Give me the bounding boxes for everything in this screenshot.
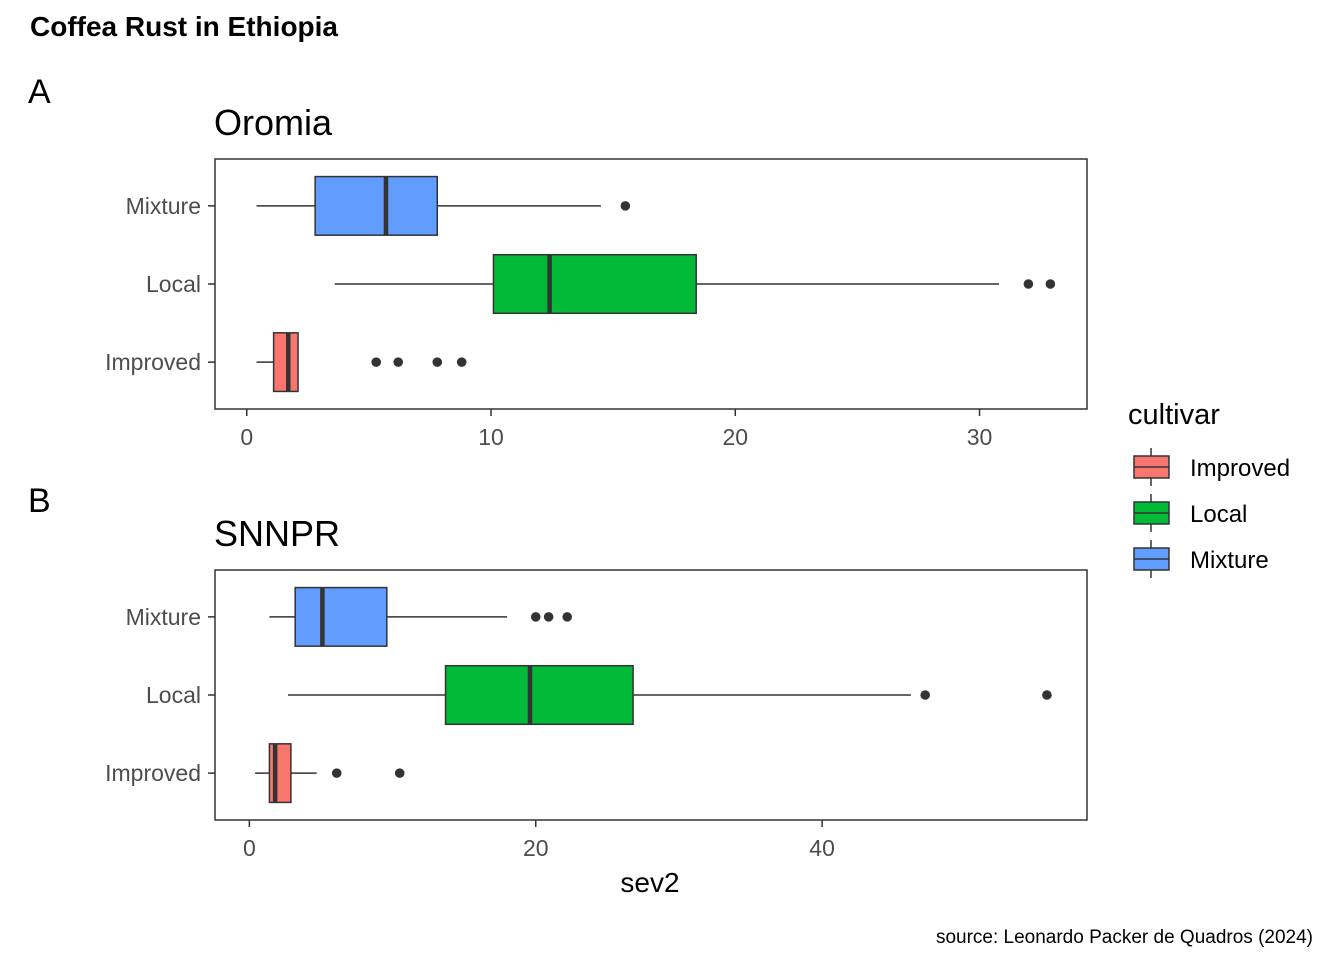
x-tick-label: 0 [243,835,256,861]
iqr-box [314,175,439,236]
outlier-point [530,612,541,622]
legend: cultivar Improved Local Mixture [1128,399,1290,578]
panel-a: A Oromia 0 10 20 30 Improved Local Mixture [28,73,1088,450]
legend-title: cultivar [1128,399,1220,431]
outlier-point [1045,279,1056,289]
outlier-point [432,357,443,367]
panel-b: B SNNPR 0 20 40 Improved Local Mixture sev2 [28,482,1088,898]
panel-b-plot-area: 0 20 40 Improved Local Mixture [105,569,1088,861]
box-mixture [269,586,573,647]
iqr-box [268,743,292,804]
panel-a-plot-area: 0 10 20 30 Improved Local Mixture [105,158,1088,450]
box-mixture [256,175,631,236]
iqr-box [444,664,634,726]
legend-item-mixture: Mixture [1133,540,1269,578]
outlier-point [562,612,573,622]
panel-a-title: Oromia [214,102,333,143]
iqr-box [272,332,299,393]
x-tick-label: 0 [240,424,253,450]
legend-item-improved: Improved [1133,448,1290,486]
iqr-box [294,586,388,647]
x-tick-label: 40 [809,835,835,861]
box-local [288,664,1052,726]
caption: source: Leonardo Packer de Quadros (2024… [936,927,1313,948]
panel-a-tag: A [28,73,51,111]
x-tick-label: 10 [478,424,504,450]
y-tick-label: Local [146,682,201,708]
iqr-box [492,253,697,315]
box-improved [256,332,467,393]
x-tick-label: 30 [967,424,993,450]
outlier-point [620,201,631,211]
legend-label: Improved [1190,455,1290,482]
legend-label: Local [1190,501,1247,528]
outlier-point [394,768,405,778]
y-tick-label: Mixture [126,604,201,630]
x-axis-label: sev2 [620,867,679,898]
panel-border [214,569,1088,821]
legend-label: Mixture [1190,547,1269,574]
outlier-point [331,768,342,778]
legend-item-local: Local [1133,494,1247,532]
x-tick-label: 20 [722,424,748,450]
outlier-point [920,690,931,700]
outlier-point [371,357,382,367]
box-improved [255,743,405,804]
x-tick-label: 20 [523,835,549,861]
outlier-point [1023,279,1034,289]
outlier-point [543,612,554,622]
y-tick-label: Local [146,271,201,297]
panel-border [214,158,1088,410]
outlier-point [1042,690,1052,700]
outlier-point [393,357,403,367]
y-tick-label: Improved [105,760,201,786]
y-tick-label: Improved [105,349,201,375]
chart-title: Coffea Rust in Ethiopia [30,11,338,42]
outlier-point [456,357,467,367]
y-tick-label: Mixture [126,193,201,219]
box-local [334,253,1056,315]
panel-b-tag: B [28,482,51,520]
legend-items: Improved Local Mixture [1133,448,1290,578]
panel-b-title: SNNPR [214,513,340,554]
